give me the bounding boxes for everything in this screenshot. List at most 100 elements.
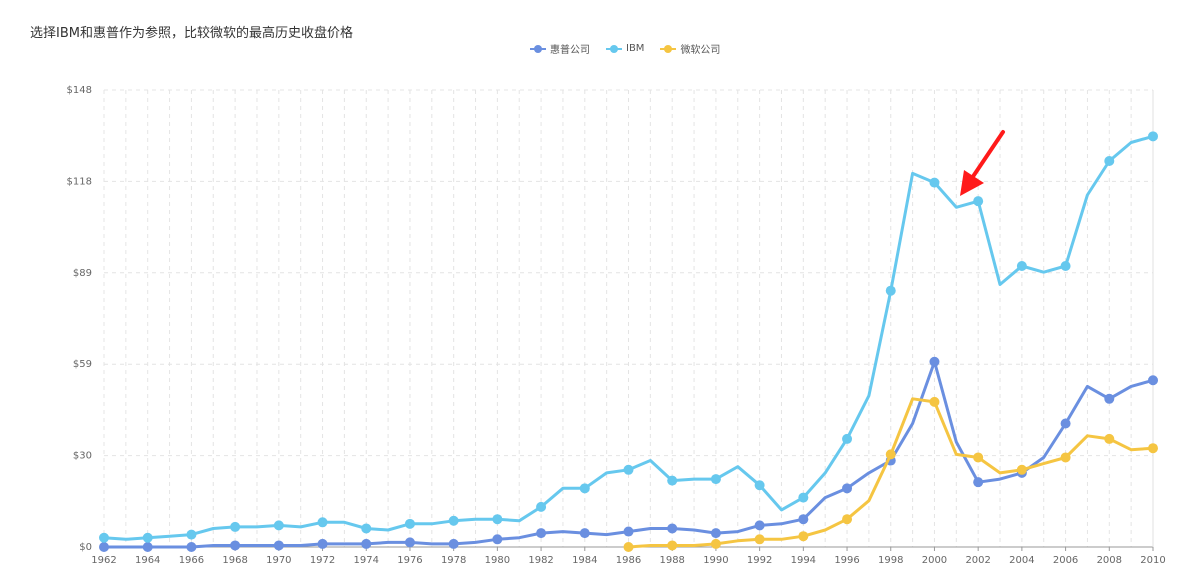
- series-point-0[interactable]: [142, 542, 153, 552]
- x-tick-label: 1998: [878, 555, 903, 566]
- series-point-1[interactable]: [404, 518, 415, 529]
- series-point-1[interactable]: [623, 464, 634, 475]
- series-point-0[interactable]: [973, 477, 984, 488]
- series-layer: [99, 131, 1158, 552]
- series-point-1[interactable]: [1104, 156, 1115, 167]
- series-point-1[interactable]: [448, 515, 459, 526]
- series-point-0[interactable]: [536, 528, 547, 539]
- x-tick-label: 1980: [485, 555, 510, 566]
- series-point-1[interactable]: [230, 521, 241, 532]
- series-point-0[interactable]: [448, 538, 459, 549]
- series-point-1[interactable]: [798, 492, 809, 503]
- series-point-2[interactable]: [754, 534, 765, 545]
- x-tick-label: 1976: [397, 555, 422, 566]
- series-point-2[interactable]: [667, 540, 678, 551]
- series-point-2[interactable]: [1148, 443, 1158, 454]
- series-point-2[interactable]: [1016, 464, 1027, 475]
- legend-swatch: [530, 44, 546, 53]
- series-point-1[interactable]: [142, 532, 153, 543]
- series-point-1[interactable]: [186, 529, 197, 540]
- series-point-2[interactable]: [1104, 433, 1115, 444]
- series-point-0[interactable]: [317, 538, 328, 549]
- series-point-1[interactable]: [667, 475, 678, 486]
- series-point-1[interactable]: [710, 474, 721, 485]
- x-tick-label: 1962: [91, 555, 116, 566]
- y-tick-label: $59: [73, 359, 92, 370]
- series-point-0[interactable]: [754, 520, 765, 531]
- legend-swatch: [606, 44, 622, 53]
- x-tick-label: 1966: [179, 555, 204, 566]
- y-tick-label: $30: [73, 451, 92, 462]
- y-tick-label: $89: [73, 268, 92, 279]
- series-point-2[interactable]: [623, 542, 634, 552]
- series-point-1[interactable]: [361, 523, 372, 534]
- series-point-1[interactable]: [1016, 261, 1027, 272]
- x-tick-label: 2002: [965, 555, 990, 566]
- legend-item-0[interactable]: 惠普公司: [530, 41, 590, 56]
- legend-label: 惠普公司: [550, 45, 590, 56]
- x-tick-label: 2008: [1097, 555, 1122, 566]
- x-tick-label: 1982: [528, 555, 553, 566]
- series-point-0[interactable]: [1104, 393, 1115, 404]
- series-point-2[interactable]: [929, 396, 940, 407]
- series-point-2[interactable]: [973, 452, 984, 463]
- series-point-0[interactable]: [579, 528, 590, 539]
- legend-label: IBM: [626, 43, 645, 54]
- series-point-0[interactable]: [1060, 418, 1071, 429]
- series-point-0[interactable]: [99, 542, 109, 552]
- x-tick-label: 1974: [354, 555, 379, 566]
- legend-item-2[interactable]: 微软公司: [660, 41, 720, 56]
- series-point-1[interactable]: [842, 433, 853, 444]
- x-tick-label: 1992: [747, 555, 772, 566]
- series-point-0[interactable]: [798, 514, 809, 525]
- x-tick-label: 1972: [310, 555, 335, 566]
- series-point-0[interactable]: [710, 528, 721, 539]
- series-point-0[interactable]: [186, 542, 197, 552]
- series-point-0[interactable]: [273, 540, 284, 551]
- series-point-1[interactable]: [754, 480, 765, 491]
- axes: $0 $30 $59 $89 $118 $148 1962 1964 1966 1968 1970 1…: [67, 85, 1166, 566]
- series-point-1[interactable]: [273, 520, 284, 531]
- series-point-0[interactable]: [492, 534, 503, 545]
- series-point-1[interactable]: [973, 196, 984, 207]
- x-tick-label: 2010: [1140, 555, 1165, 566]
- annotation-arrow: [960, 130, 1005, 196]
- x-tick-label: 1994: [791, 555, 816, 566]
- series-point-1[interactable]: [99, 532, 109, 543]
- y-tick-label: $118: [67, 176, 92, 187]
- x-tick-label: 1968: [222, 555, 247, 566]
- series-point-1[interactable]: [885, 285, 896, 296]
- legend: 惠普公司 IBM 微软公司: [530, 41, 720, 56]
- legend-swatch: [660, 44, 677, 53]
- series-point-0[interactable]: [361, 538, 372, 549]
- series-point-2[interactable]: [885, 449, 896, 460]
- x-tick-label: 1990: [703, 555, 728, 566]
- series-point-1[interactable]: [317, 517, 328, 528]
- x-tick-label: 1984: [572, 555, 597, 566]
- series-point-2[interactable]: [1060, 452, 1071, 463]
- series-point-0[interactable]: [667, 523, 678, 534]
- series-point-1[interactable]: [492, 514, 503, 525]
- series-point-0[interactable]: [1148, 375, 1158, 386]
- series-point-2[interactable]: [842, 514, 853, 525]
- series-point-1[interactable]: [1060, 261, 1071, 272]
- series-point-1[interactable]: [579, 483, 590, 494]
- series-point-1[interactable]: [536, 501, 547, 512]
- x-tick-label: 2000: [922, 555, 947, 566]
- x-tick-label: 1988: [659, 555, 684, 566]
- series-point-0[interactable]: [230, 540, 241, 551]
- series-point-0[interactable]: [842, 483, 853, 494]
- series-point-1[interactable]: [1148, 131, 1158, 142]
- legend-label: 微软公司: [680, 45, 721, 56]
- series-point-2[interactable]: [798, 531, 809, 542]
- series-point-1[interactable]: [929, 177, 940, 188]
- series-point-0[interactable]: [623, 526, 634, 537]
- series-point-2[interactable]: [710, 538, 721, 549]
- series-point-0[interactable]: [929, 356, 940, 367]
- legend-item-1[interactable]: IBM: [606, 43, 644, 54]
- y-tick-label: $148: [67, 85, 92, 96]
- x-tick-label: 2004: [1009, 555, 1034, 566]
- y-tick-label: $0: [79, 542, 92, 553]
- series-point-0[interactable]: [404, 537, 415, 548]
